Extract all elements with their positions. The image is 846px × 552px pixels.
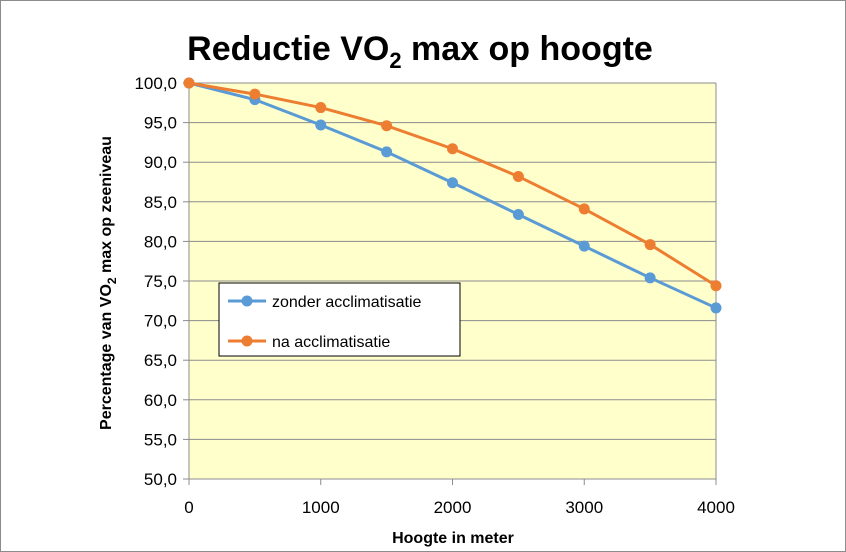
y-tick-label: 85,0 (144, 193, 177, 212)
legend-label: na acclimatisatie (272, 334, 390, 351)
y-tick-label: 75,0 (144, 272, 177, 291)
legend-label: zonder acclimatisatie (272, 294, 422, 311)
y-tick-label: 60,0 (144, 391, 177, 410)
data-point (710, 280, 722, 292)
x-axis-label: Hoogte in meter (392, 530, 514, 547)
data-point (183, 77, 195, 89)
ylabel-main: Percentage van VO (98, 284, 115, 430)
title-rest: max op hoogte (402, 30, 653, 68)
series-layer (183, 77, 722, 314)
data-point (710, 302, 722, 314)
legend-item-2: na acclimatisatie (228, 334, 390, 351)
y-tick-label: 50,0 (144, 470, 177, 489)
legend-item-1: zonder acclimatisatie (228, 294, 422, 311)
x-tick-label: 0 (184, 498, 193, 517)
ylabel-subscript: 2 (105, 277, 119, 284)
ylabel-rest: max op zeeniveau (98, 136, 115, 277)
y-tick-label: 90,0 (144, 153, 177, 172)
data-point (644, 272, 656, 284)
y-tick-label: 100,0 (134, 74, 177, 93)
x-tick-label: 2000 (434, 498, 472, 517)
x-tick-label: 3000 (565, 498, 603, 517)
x-axis-ticks: 0 1000 2000 3000 4000 (184, 479, 735, 517)
y-axis-ticks: 50,0 55,0 60,0 65,0 70,0 75,0 80,0 85,0 90,0 95,0… (134, 74, 189, 489)
data-point (381, 146, 393, 158)
y-axis-label: Percentage van VO2 max op zeeniveau (98, 136, 119, 430)
title-main: Reductie VO (187, 30, 389, 68)
data-point (512, 208, 524, 220)
data-point (578, 203, 590, 215)
chart-title: Reductie VO2 max op hoogte (187, 30, 653, 73)
data-point (315, 102, 327, 114)
legend: zonder acclimatisatie na acclimatisatie (218, 282, 461, 357)
x-tick-label: 1000 (302, 498, 340, 517)
y-tick-label: 65,0 (144, 351, 177, 370)
data-point (381, 120, 393, 132)
y-tick-label: 70,0 (144, 312, 177, 331)
title-subscript: 2 (389, 48, 401, 73)
legend-swatch-marker (241, 335, 253, 347)
gridlines (188, 82, 717, 480)
data-point (447, 143, 458, 155)
x-tick-label: 4000 (697, 498, 735, 517)
data-point (644, 239, 656, 251)
y-tick-label: 55,0 (144, 430, 177, 449)
y-tick-label: 95,0 (144, 114, 177, 133)
data-point (447, 177, 458, 189)
y-tick-label: 80,0 (144, 232, 177, 251)
data-point (315, 119, 327, 131)
series-2 (183, 77, 722, 292)
data-point (578, 240, 590, 252)
legend-swatch-marker (241, 295, 253, 307)
data-point (512, 170, 524, 182)
legend-box (218, 282, 461, 357)
data-point (249, 88, 261, 100)
